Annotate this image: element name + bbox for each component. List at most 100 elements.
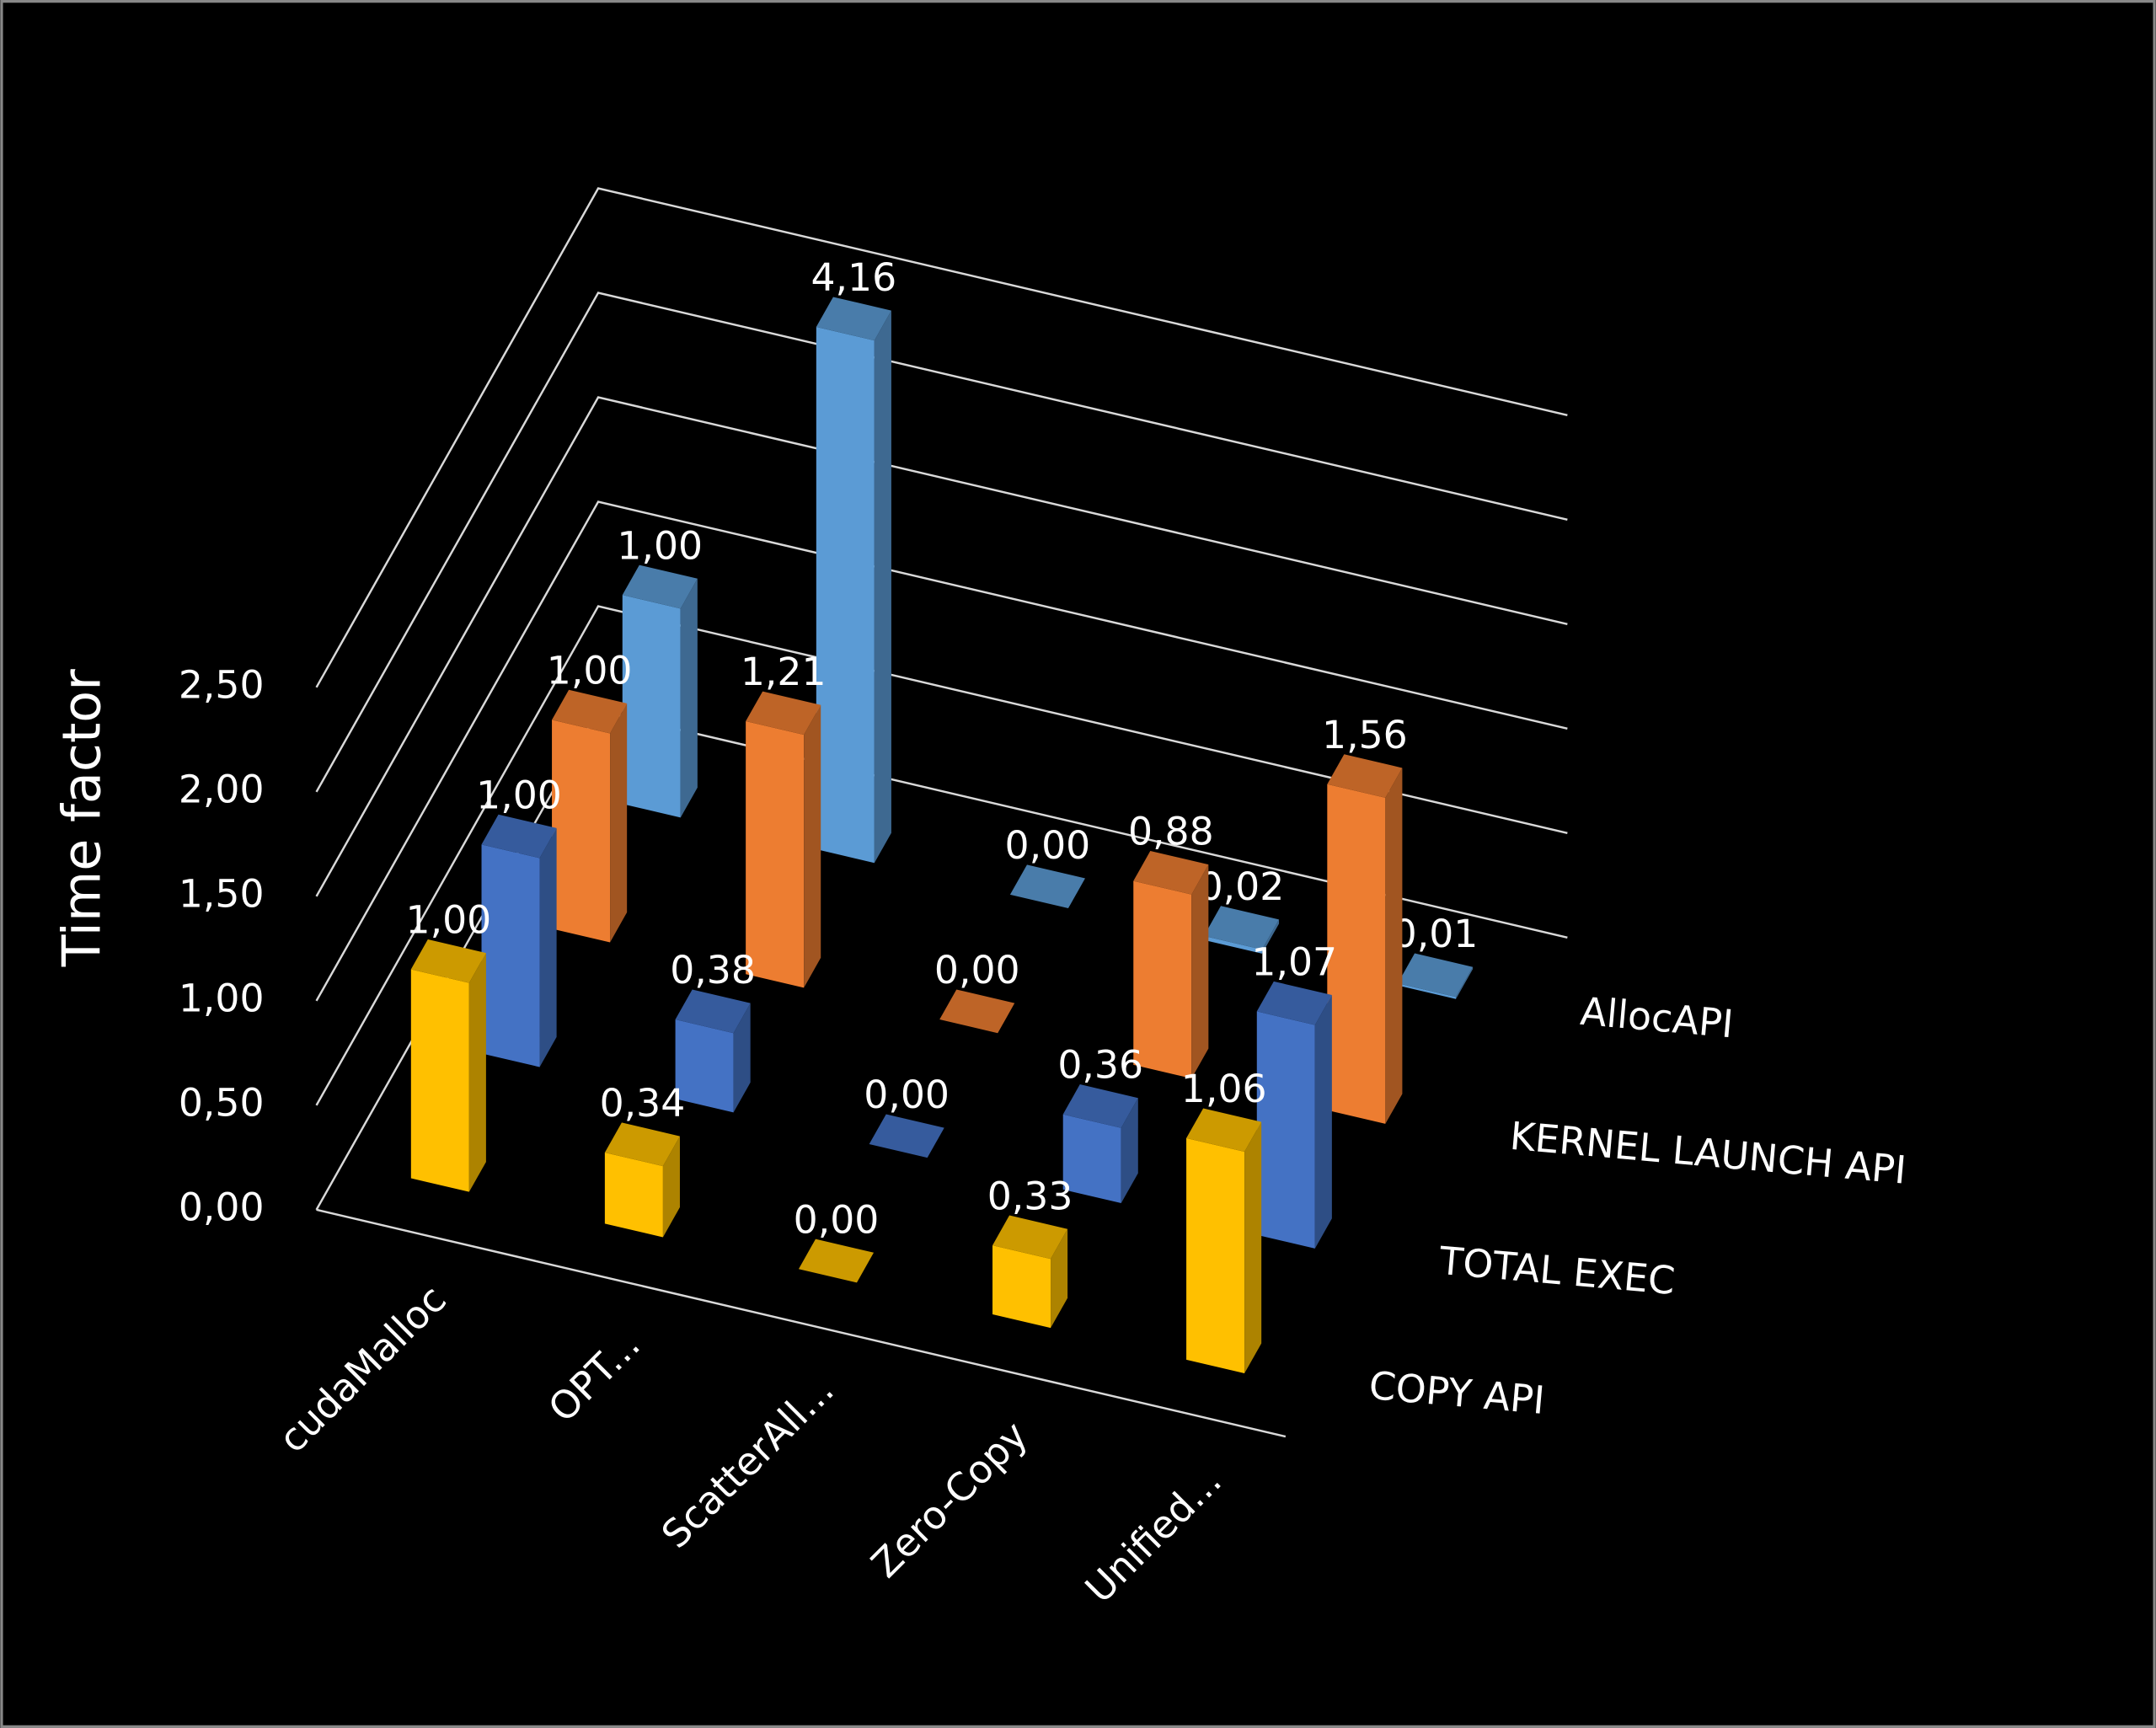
bar-top	[1186, 1108, 1262, 1153]
bar-front	[675, 1019, 734, 1113]
value-label: 1,00	[406, 898, 492, 943]
bar-side	[1191, 864, 1209, 1079]
bar-top	[1327, 754, 1403, 798]
bar-front	[552, 720, 611, 943]
bar-top	[675, 989, 751, 1034]
bar-top	[622, 564, 698, 609]
bar-side	[680, 578, 698, 818]
bar-side	[733, 1003, 751, 1113]
grid-line	[315, 396, 1568, 897]
bar-side	[610, 703, 628, 943]
bar	[552, 689, 628, 943]
bar	[410, 939, 486, 1192]
bar-top	[939, 989, 1015, 1034]
bar-top	[552, 689, 628, 734]
value-label: 0,00	[1005, 823, 1091, 868]
value-label: 0,00	[934, 948, 1020, 992]
bar-top	[798, 1238, 875, 1283]
value-label: 0,38	[670, 948, 756, 992]
bar-side	[1456, 966, 1474, 999]
bar-front	[604, 1152, 663, 1238]
grid-line	[315, 605, 1568, 1106]
bar-front	[410, 969, 469, 1192]
value-label: 0,00	[794, 1197, 880, 1242]
y-axis-title: Time factor	[51, 669, 113, 968]
bar	[1256, 981, 1332, 1249]
bar-side	[1385, 768, 1403, 1124]
value-label: 1,00	[617, 523, 703, 568]
floor-edge	[316, 1208, 1287, 1438]
bar	[1009, 864, 1085, 909]
bar	[1133, 850, 1209, 1079]
bar	[1186, 1108, 1262, 1374]
bar-side	[1244, 1121, 1262, 1374]
bar-front	[481, 844, 540, 1067]
bar-side	[804, 704, 821, 988]
bar	[622, 564, 698, 818]
bar-top	[1203, 906, 1280, 950]
bar	[675, 989, 751, 1113]
grid-line	[315, 187, 1568, 688]
bar-front	[1327, 784, 1386, 1124]
bar-top	[604, 1122, 680, 1167]
bar-front	[992, 1245, 1051, 1329]
bar-top	[1398, 953, 1474, 998]
value-label: 0,88	[1128, 810, 1214, 854]
bar	[746, 691, 821, 988]
bar-side	[539, 827, 557, 1067]
bar	[816, 297, 891, 864]
y-tick-label: 0,50	[179, 1080, 265, 1125]
bar-front	[1133, 880, 1192, 1079]
bar-front	[1398, 983, 1457, 999]
bar-side	[468, 953, 486, 1192]
bar	[604, 1122, 680, 1238]
y-tick-label: 2,50	[179, 662, 265, 707]
value-label: 0,33	[987, 1174, 1073, 1218]
bar-front	[746, 720, 805, 988]
bar-front	[816, 327, 875, 864]
bar-top	[1062, 1084, 1138, 1128]
value-label: 4,16	[811, 255, 896, 300]
bar-front	[1256, 1011, 1315, 1249]
bar-top	[992, 1215, 1068, 1260]
bar	[1062, 1084, 1138, 1204]
bar-top	[1133, 850, 1209, 895]
grid-line	[315, 292, 1568, 793]
value-label: 0,36	[1057, 1043, 1143, 1088]
value-label: 1,00	[547, 648, 633, 693]
bar-side	[1314, 994, 1332, 1249]
bar-front	[1186, 1137, 1245, 1374]
y-tick-label: 2,00	[179, 767, 265, 811]
value-label: 1,21	[741, 650, 827, 694]
bar-top	[816, 297, 891, 341]
bar-top	[1256, 981, 1332, 1025]
value-label: 0,34	[600, 1081, 686, 1126]
bar	[481, 814, 557, 1067]
value-label: 1,06	[1181, 1067, 1267, 1111]
bar-side	[874, 310, 891, 864]
bar-front	[622, 595, 681, 818]
bar-front	[1062, 1114, 1121, 1204]
bar-top	[869, 1114, 944, 1158]
bar-top	[1009, 864, 1085, 909]
bar-top	[410, 939, 486, 983]
bar-side	[1121, 1098, 1138, 1204]
value-label: 1,07	[1251, 939, 1337, 984]
bar-top	[481, 814, 557, 859]
value-label: 1,56	[1322, 713, 1408, 757]
bar	[939, 989, 1015, 1034]
y-tick-label: 1,00	[179, 976, 265, 1020]
value-label: 0,00	[864, 1073, 950, 1117]
bar	[798, 1238, 875, 1283]
value-label: 0,02	[1199, 864, 1285, 909]
bar	[992, 1215, 1068, 1329]
bar-side	[1261, 919, 1280, 954]
value-label: 1,00	[476, 773, 562, 817]
bar	[1327, 754, 1403, 1124]
bar-top	[746, 691, 821, 736]
bar-side	[1051, 1228, 1068, 1329]
y-tick-label: 0,00	[179, 1185, 265, 1229]
value-label: 0,01	[1393, 912, 1479, 956]
